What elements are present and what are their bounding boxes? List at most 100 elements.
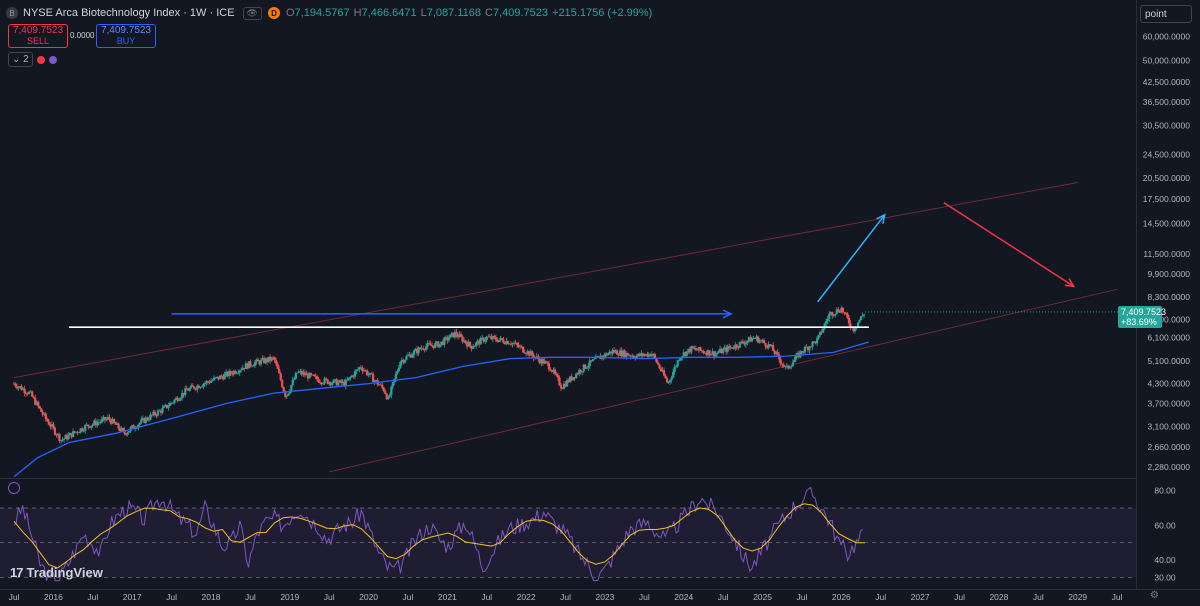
- candle-body: [85, 424, 88, 426]
- candle-body: [418, 347, 422, 350]
- candle-body: [184, 388, 187, 396]
- candle-body: [702, 350, 705, 353]
- candle-body: [175, 397, 178, 400]
- candle-body: [308, 373, 311, 379]
- candle-body: [847, 317, 851, 324]
- candle-body: [34, 397, 37, 405]
- candle-body: [159, 410, 163, 413]
- candle-body: [647, 354, 651, 357]
- candle-body: [387, 396, 390, 400]
- candle-body: [375, 380, 378, 381]
- candle-body: [178, 399, 181, 402]
- candle-body: [205, 381, 208, 384]
- chart-settings-gear-icon[interactable]: ⚙: [1150, 590, 1159, 601]
- candle-body: [585, 367, 588, 369]
- candle-body: [644, 353, 647, 355]
- x-tick-label: Jul: [481, 592, 492, 602]
- candle-body: [406, 355, 410, 357]
- candle-body: [858, 319, 861, 323]
- candle-body: [231, 373, 234, 375]
- candle-body: [81, 428, 84, 431]
- candle-body: [102, 417, 105, 419]
- alert-indicator-icon[interactable]: [36, 55, 45, 64]
- buy-button[interactable]: 7,409.7523 BUY: [96, 24, 156, 48]
- candle-body: [152, 411, 155, 416]
- x-tick-label: 2028: [989, 592, 1008, 602]
- candle-body: [712, 351, 716, 357]
- candle-body: [643, 354, 646, 356]
- candle-body: [456, 335, 460, 338]
- candle-body: [47, 421, 50, 425]
- candle-body: [582, 364, 585, 372]
- x-tick-label: 2026: [832, 592, 851, 602]
- candle-body: [378, 384, 381, 386]
- candle-body: [819, 331, 822, 336]
- candle-body: [141, 418, 144, 420]
- candle-body: [347, 377, 350, 380]
- candle-body: [691, 346, 694, 349]
- candle-body: [502, 339, 505, 343]
- visibility-eye-icon[interactable]: 👁: [242, 6, 262, 20]
- candle-body: [132, 425, 135, 429]
- open-value: 7,194.5767: [294, 7, 350, 19]
- x-tick-label: Jul: [560, 592, 571, 602]
- candle-body: [452, 332, 455, 338]
- candle-body: [476, 340, 479, 343]
- candle-body: [244, 363, 247, 370]
- candle-body: [296, 372, 299, 374]
- y-tick-label: 5,100.0000: [1147, 356, 1190, 366]
- candle-body: [622, 350, 625, 357]
- candle-body: [815, 338, 819, 344]
- x-tick-label: Jul: [403, 592, 414, 602]
- candle-body: [561, 388, 564, 390]
- candle-body: [490, 336, 493, 340]
- candle-body: [802, 352, 805, 353]
- candle-body: [746, 340, 749, 343]
- x-tick-label: 2016: [44, 592, 63, 602]
- candle-body: [228, 370, 231, 377]
- candle-body: [331, 382, 334, 386]
- candle-body: [309, 373, 313, 375]
- candle-body: [581, 371, 584, 373]
- rsi-settings-icon[interactable]: [8, 482, 20, 494]
- indicator-toggle[interactable]: ⌄ 2: [8, 52, 57, 67]
- candle-body: [40, 408, 43, 412]
- candle-body: [444, 337, 447, 338]
- candle-body: [564, 383, 567, 387]
- sell-button[interactable]: 7,409.7523 SELL: [8, 24, 68, 48]
- candle-body: [59, 440, 63, 441]
- candle-body: [173, 399, 176, 403]
- y-tick-label: 7,000.0000: [1147, 314, 1190, 324]
- candle-body: [511, 343, 514, 345]
- rsi-pane-controls[interactable]: [8, 482, 20, 494]
- candle-body: [817, 335, 820, 339]
- candle-body: [764, 343, 767, 347]
- candle-body: [528, 351, 531, 356]
- x-tick-label: Jul: [1033, 592, 1044, 602]
- candle-body: [844, 312, 847, 314]
- candle-body: [822, 328, 825, 333]
- candle-body: [337, 382, 340, 386]
- candle-body: [381, 384, 384, 388]
- candle-body: [31, 391, 34, 397]
- candle-body: [715, 352, 719, 354]
- delayed-data-badge[interactable]: D: [267, 7, 280, 19]
- candle-body: [565, 380, 569, 387]
- candle-body: [546, 361, 549, 364]
- indicator-settings-icon[interactable]: [48, 55, 57, 64]
- candle-body: [508, 343, 511, 345]
- candle-body: [350, 375, 354, 378]
- candle-body: [181, 392, 184, 398]
- candle-body: [465, 342, 469, 347]
- candle-body: [519, 346, 522, 348]
- candle-body: [700, 350, 704, 352]
- indicators-collapse-button[interactable]: ⌄ 2: [8, 52, 33, 67]
- scale-unit-field[interactable]: point: [1140, 5, 1192, 23]
- candle-body: [343, 381, 346, 387]
- candle-body: [225, 371, 228, 375]
- x-tick-label: Jul: [875, 592, 886, 602]
- candle-body: [408, 354, 411, 356]
- symbol-title[interactable]: NYSE Arca Biotechnology Index · 1W · ICE: [23, 7, 235, 19]
- candle-body: [770, 345, 773, 346]
